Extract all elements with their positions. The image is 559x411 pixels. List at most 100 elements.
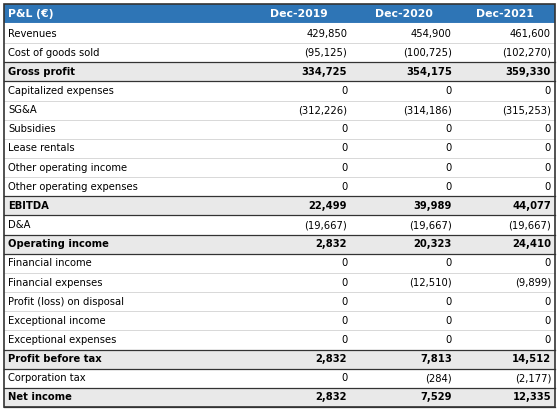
Bar <box>4 24 555 43</box>
Bar <box>4 369 555 388</box>
Text: 429,850: 429,850 <box>306 29 347 39</box>
Text: Operating income: Operating income <box>8 239 109 249</box>
Text: 0: 0 <box>341 124 347 134</box>
Bar <box>4 388 555 407</box>
Text: SG&A: SG&A <box>8 105 37 115</box>
Text: 14,512: 14,512 <box>512 354 551 364</box>
Text: 0: 0 <box>341 86 347 96</box>
Text: 2,832: 2,832 <box>316 354 347 364</box>
Text: 0: 0 <box>446 335 452 345</box>
Bar <box>4 215 555 235</box>
Text: 0: 0 <box>545 316 551 326</box>
Text: Net income: Net income <box>8 393 72 402</box>
Text: Dec-2021: Dec-2021 <box>476 9 534 19</box>
Text: 0: 0 <box>341 297 347 307</box>
Text: (100,725): (100,725) <box>403 48 452 58</box>
Text: 0: 0 <box>341 143 347 153</box>
Text: 0: 0 <box>545 143 551 153</box>
Text: Exceptional income: Exceptional income <box>8 316 106 326</box>
Text: 0: 0 <box>545 163 551 173</box>
Text: Gross profit: Gross profit <box>8 67 75 77</box>
Bar <box>4 311 555 330</box>
Text: 359,330: 359,330 <box>506 67 551 77</box>
Text: 7,529: 7,529 <box>420 393 452 402</box>
Bar <box>4 62 555 81</box>
Text: 7,813: 7,813 <box>420 354 452 364</box>
Text: 0: 0 <box>446 163 452 173</box>
Text: 0: 0 <box>545 86 551 96</box>
Bar <box>4 254 555 273</box>
Text: 0: 0 <box>446 143 452 153</box>
Text: 24,410: 24,410 <box>512 239 551 249</box>
Text: Other operating income: Other operating income <box>8 163 127 173</box>
Text: 0: 0 <box>446 124 452 134</box>
Text: Corporation tax: Corporation tax <box>8 373 86 383</box>
Text: 12,335: 12,335 <box>513 393 551 402</box>
Text: 44,077: 44,077 <box>512 201 551 211</box>
Text: 0: 0 <box>545 124 551 134</box>
Text: 0: 0 <box>341 335 347 345</box>
Text: Other operating expenses: Other operating expenses <box>8 182 138 192</box>
Text: Subsidies: Subsidies <box>8 124 56 134</box>
Bar <box>4 43 555 62</box>
Text: 0: 0 <box>341 259 347 268</box>
Text: (284): (284) <box>425 373 452 383</box>
Bar <box>4 196 555 215</box>
Text: 0: 0 <box>446 297 452 307</box>
Text: 2,832: 2,832 <box>316 239 347 249</box>
Bar <box>4 81 555 101</box>
Bar <box>4 158 555 177</box>
Text: 0: 0 <box>341 373 347 383</box>
Bar <box>4 273 555 292</box>
Text: 39,989: 39,989 <box>414 201 452 211</box>
Text: (95,125): (95,125) <box>305 48 347 58</box>
Text: Cost of goods sold: Cost of goods sold <box>8 48 100 58</box>
Text: 0: 0 <box>446 259 452 268</box>
Bar <box>4 349 555 369</box>
Text: Financial expenses: Financial expenses <box>8 277 102 288</box>
Text: P&L (€): P&L (€) <box>8 9 54 19</box>
Bar <box>4 120 555 139</box>
Bar <box>4 4 555 24</box>
Text: 461,600: 461,600 <box>510 29 551 39</box>
Text: (9,899): (9,899) <box>515 277 551 288</box>
Text: (19,667): (19,667) <box>409 220 452 230</box>
Text: 0: 0 <box>545 297 551 307</box>
Text: 20,323: 20,323 <box>414 239 452 249</box>
Text: 0: 0 <box>446 182 452 192</box>
Text: D&A: D&A <box>8 220 31 230</box>
Bar <box>4 292 555 311</box>
Text: 0: 0 <box>341 316 347 326</box>
Text: 0: 0 <box>341 182 347 192</box>
Text: Lease rentals: Lease rentals <box>8 143 74 153</box>
Text: Profit before tax: Profit before tax <box>8 354 102 364</box>
Bar <box>4 330 555 349</box>
Bar <box>4 235 555 254</box>
Text: Financial income: Financial income <box>8 259 92 268</box>
Text: Revenues: Revenues <box>8 29 56 39</box>
Text: Dec-2020: Dec-2020 <box>375 9 433 19</box>
Text: Exceptional expenses: Exceptional expenses <box>8 335 116 345</box>
Text: (12,510): (12,510) <box>409 277 452 288</box>
Text: 0: 0 <box>341 277 347 288</box>
Bar <box>4 139 555 158</box>
Text: 0: 0 <box>545 335 551 345</box>
Text: (2,177): (2,177) <box>515 373 551 383</box>
Text: 0: 0 <box>446 86 452 96</box>
Text: EBITDA: EBITDA <box>8 201 49 211</box>
Text: 354,175: 354,175 <box>406 67 452 77</box>
Text: 454,900: 454,900 <box>411 29 452 39</box>
Text: (19,667): (19,667) <box>305 220 347 230</box>
Text: 0: 0 <box>446 316 452 326</box>
Text: (312,226): (312,226) <box>298 105 347 115</box>
Text: 0: 0 <box>341 163 347 173</box>
Text: Profit (loss) on disposal: Profit (loss) on disposal <box>8 297 124 307</box>
Text: 2,832: 2,832 <box>316 393 347 402</box>
Text: (19,667): (19,667) <box>508 220 551 230</box>
Text: (102,270): (102,270) <box>502 48 551 58</box>
Text: (314,186): (314,186) <box>403 105 452 115</box>
Bar <box>4 101 555 120</box>
Text: (315,253): (315,253) <box>502 105 551 115</box>
Text: 334,725: 334,725 <box>302 67 347 77</box>
Bar <box>4 177 555 196</box>
